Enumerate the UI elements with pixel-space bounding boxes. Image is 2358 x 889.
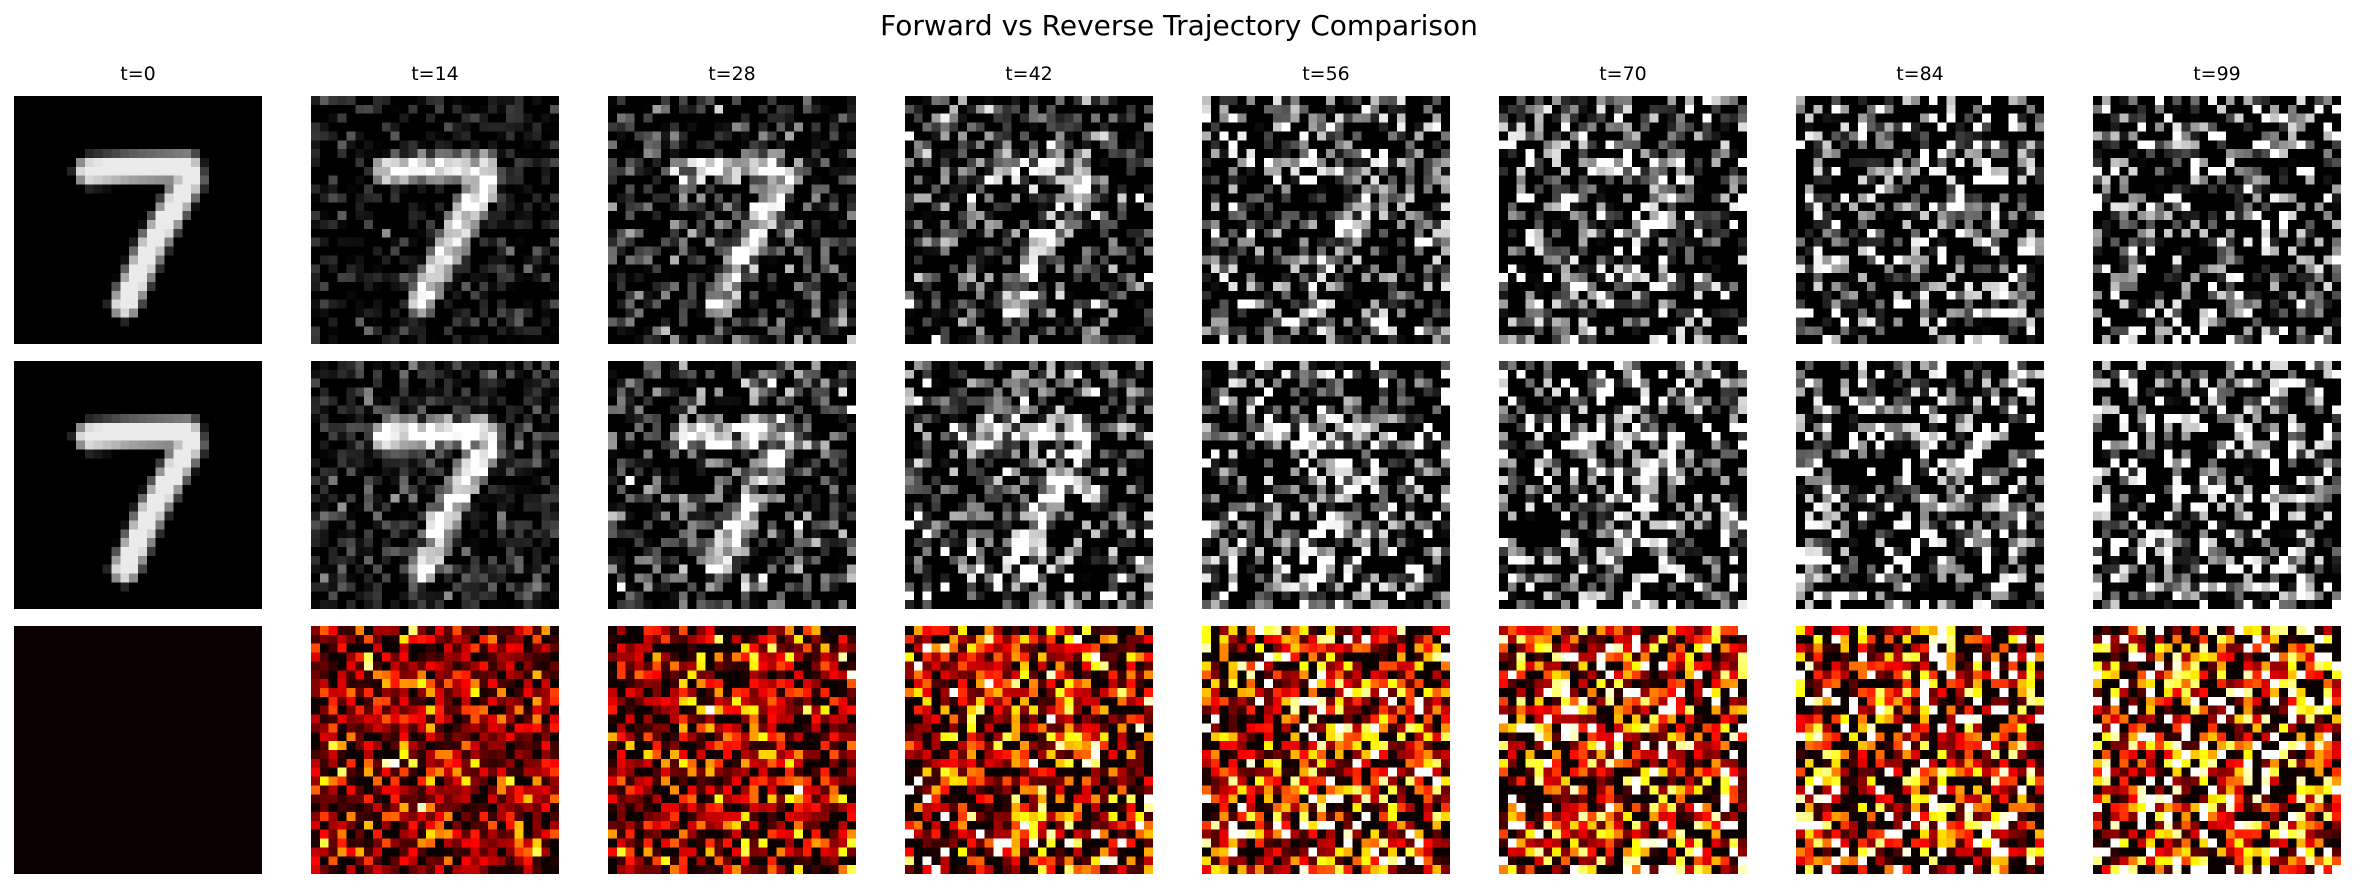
column-title-t14: t=14 <box>411 63 459 85</box>
forward-image-t42 <box>905 96 1153 344</box>
forward-image-t99 <box>2093 96 2341 344</box>
difference-heatmap-t84 <box>1796 626 2044 874</box>
column-title-t0: t=0 <box>120 63 156 85</box>
reverse-image-t70 <box>1499 361 1747 609</box>
difference-heatmap-t28 <box>608 626 856 874</box>
forward-image-t14 <box>311 96 559 344</box>
reverse-image-t42 <box>905 361 1153 609</box>
reverse-image-t84 <box>1796 361 2044 609</box>
difference-heatmap-t70 <box>1499 626 1747 874</box>
difference-heatmap-t14 <box>311 626 559 874</box>
column-title-t99: t=99 <box>2193 63 2241 85</box>
difference-heatmap-t99 <box>2093 626 2341 874</box>
column-title-t28: t=28 <box>708 63 756 85</box>
forward-image-t84 <box>1796 96 2044 344</box>
forward-image-t70 <box>1499 96 1747 344</box>
reverse-image-t0 <box>14 361 262 609</box>
reverse-image-t28 <box>608 361 856 609</box>
reverse-image-t99 <box>2093 361 2341 609</box>
forward-image-t28 <box>608 96 856 344</box>
column-title-t84: t=84 <box>1896 63 1944 85</box>
difference-heatmap-t0 <box>14 626 262 874</box>
forward-image-t0 <box>14 96 262 344</box>
forward-image-t56 <box>1202 96 1450 344</box>
reverse-image-t56 <box>1202 361 1450 609</box>
reverse-image-t14 <box>311 361 559 609</box>
figure-title: Forward vs Reverse Trajectory Comparison <box>880 9 1478 42</box>
column-title-t42: t=42 <box>1005 63 1053 85</box>
difference-heatmap-t42 <box>905 626 1153 874</box>
difference-heatmap-t56 <box>1202 626 1450 874</box>
column-title-t56: t=56 <box>1302 63 1350 85</box>
column-title-t70: t=70 <box>1599 63 1647 85</box>
